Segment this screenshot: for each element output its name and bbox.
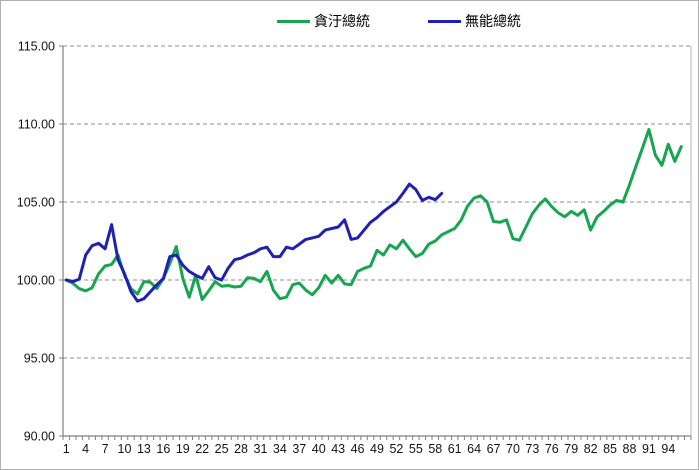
y-axis-tick-label: 105.00 [17,196,55,210]
x-axis-tick-label: 91 [642,442,656,456]
series-line-1 [64,128,683,301]
series-line-2 [64,182,444,303]
x-axis-tick-label: 85 [603,442,617,456]
x-axis-tick-label: 7 [102,442,109,456]
x-axis-tick-label: 58 [428,442,442,456]
x-axis-tick-label: 88 [623,442,637,456]
x-axis-tick-label: 13 [137,442,151,456]
x-axis-tick-label: 73 [525,442,539,456]
x-axis-tick-label: 4 [82,442,89,456]
x-axis-tick-label: 61 [448,442,462,456]
x-axis-tick-label: 64 [467,442,481,456]
x-axis-tick-label: 10 [118,442,132,456]
series2-line-marker-icon [428,19,461,23]
x-axis-tick-label: 22 [195,442,209,456]
legend-label-series1: 貪汙總統 [314,13,370,29]
x-axis-tick-label: 79 [564,442,578,456]
data-series-lines [64,128,683,303]
x-axis-tick-label: 16 [156,442,170,456]
legend-item-series2: 無能總統 [428,14,521,28]
legend-label-series2: 無能總統 [465,13,521,29]
y-axis-tick-label: 95.00 [24,352,55,366]
x-axis-tick-label: 40 [312,442,326,456]
x-axis-tick-label: 67 [487,442,501,456]
x-axis-tick-label: 52 [389,442,403,456]
x-axis-tick-label: 76 [545,442,559,456]
chart-legend: 貪汙總統 無能總統 [277,14,521,28]
y-axis-tick-label: 110.00 [18,118,55,132]
x-axis-tick-label: 70 [506,442,520,456]
x-axis-tick-label: 37 [292,442,306,456]
y-axis-tick-label: 100.00 [17,274,55,288]
y-axis-tick-label: 115.00 [18,40,55,54]
series1-line-marker-icon [277,19,310,23]
x-axis-tick-label: 55 [409,442,423,456]
x-axis-tick-label: 28 [234,442,248,456]
y-axis-tick-label: 90.00 [24,430,55,444]
legend-item-series1: 貪汙總統 [277,14,370,28]
axis-tick-labels: 115.00 110.00 105.00 100.00 95.00 90.00 1 4 7 10 1… [17,40,676,457]
x-axis-tick-label: 1 [63,442,70,456]
x-axis-tick-label: 34 [273,442,287,456]
horizontal-gridlines [63,45,691,359]
x-axis-tick-label: 94 [661,442,675,456]
x-axis-tick-label: 25 [215,442,229,456]
x-axis-tick-label: 31 [254,442,268,456]
axis-ticks [59,45,692,440]
x-axis-tick-label: 46 [351,442,365,456]
x-axis-tick-label: 43 [331,442,345,456]
x-axis-tick-label: 49 [370,442,384,456]
x-axis-tick-label: 19 [176,442,190,456]
x-axis-tick-label: 82 [584,442,598,456]
